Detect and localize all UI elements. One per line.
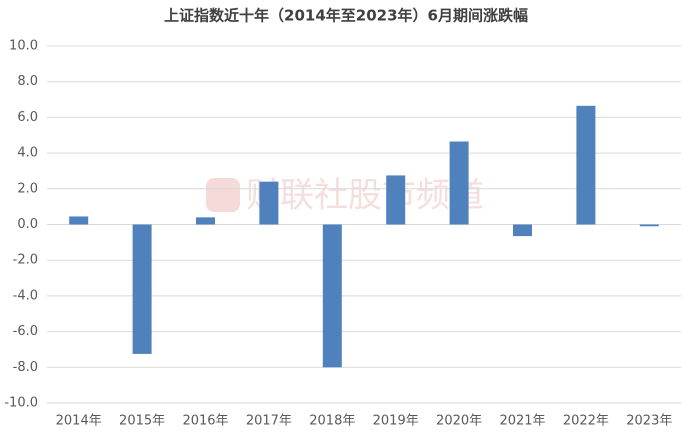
x-tick-label: 2023年	[626, 414, 672, 429]
chart-title: 上证指数近十年（2014年至2023年）6月期间涨跌幅	[164, 7, 528, 25]
y-tick-label: -6.0	[13, 324, 38, 339]
y-tick-label: 0.0	[17, 217, 38, 232]
x-tick-label: 2020年	[436, 414, 482, 429]
x-tick-label: 2014年	[56, 414, 102, 429]
y-tick-label: -10.0	[4, 396, 38, 411]
y-tick-label: -8.0	[13, 360, 38, 375]
bar	[639, 224, 659, 227]
y-tick-label: 2.0	[17, 181, 38, 196]
bar	[196, 217, 215, 225]
x-tick-label: 2018年	[309, 414, 355, 429]
x-tick-label: 2021年	[499, 414, 545, 429]
watermark-group: 财联社股市频道	[206, 176, 484, 216]
x-tick-label: 2022年	[563, 414, 609, 429]
bar	[132, 224, 152, 354]
bar	[576, 105, 596, 225]
x-tick-label: 2019年	[373, 414, 419, 429]
bar	[259, 181, 279, 225]
x-tick-label: 2017年	[246, 414, 292, 429]
y-tick-label: -2.0	[13, 253, 38, 268]
x-tick-label: 2016年	[182, 414, 228, 429]
bar	[322, 224, 342, 368]
bar	[69, 216, 89, 225]
y-tick-label: 6.0	[17, 110, 38, 125]
watermark: 财联社股市频道	[246, 176, 484, 216]
watermark-logo	[206, 178, 240, 212]
y-tick-label: 8.0	[17, 74, 38, 89]
bar	[449, 141, 469, 225]
bar	[513, 224, 532, 237]
x-tick-label: 2015年	[119, 414, 165, 429]
y-tick-label: -4.0	[13, 288, 38, 303]
bar	[386, 175, 406, 225]
y-tick-label: 4.0	[17, 146, 38, 161]
y-tick-label: 10.0	[9, 39, 38, 54]
